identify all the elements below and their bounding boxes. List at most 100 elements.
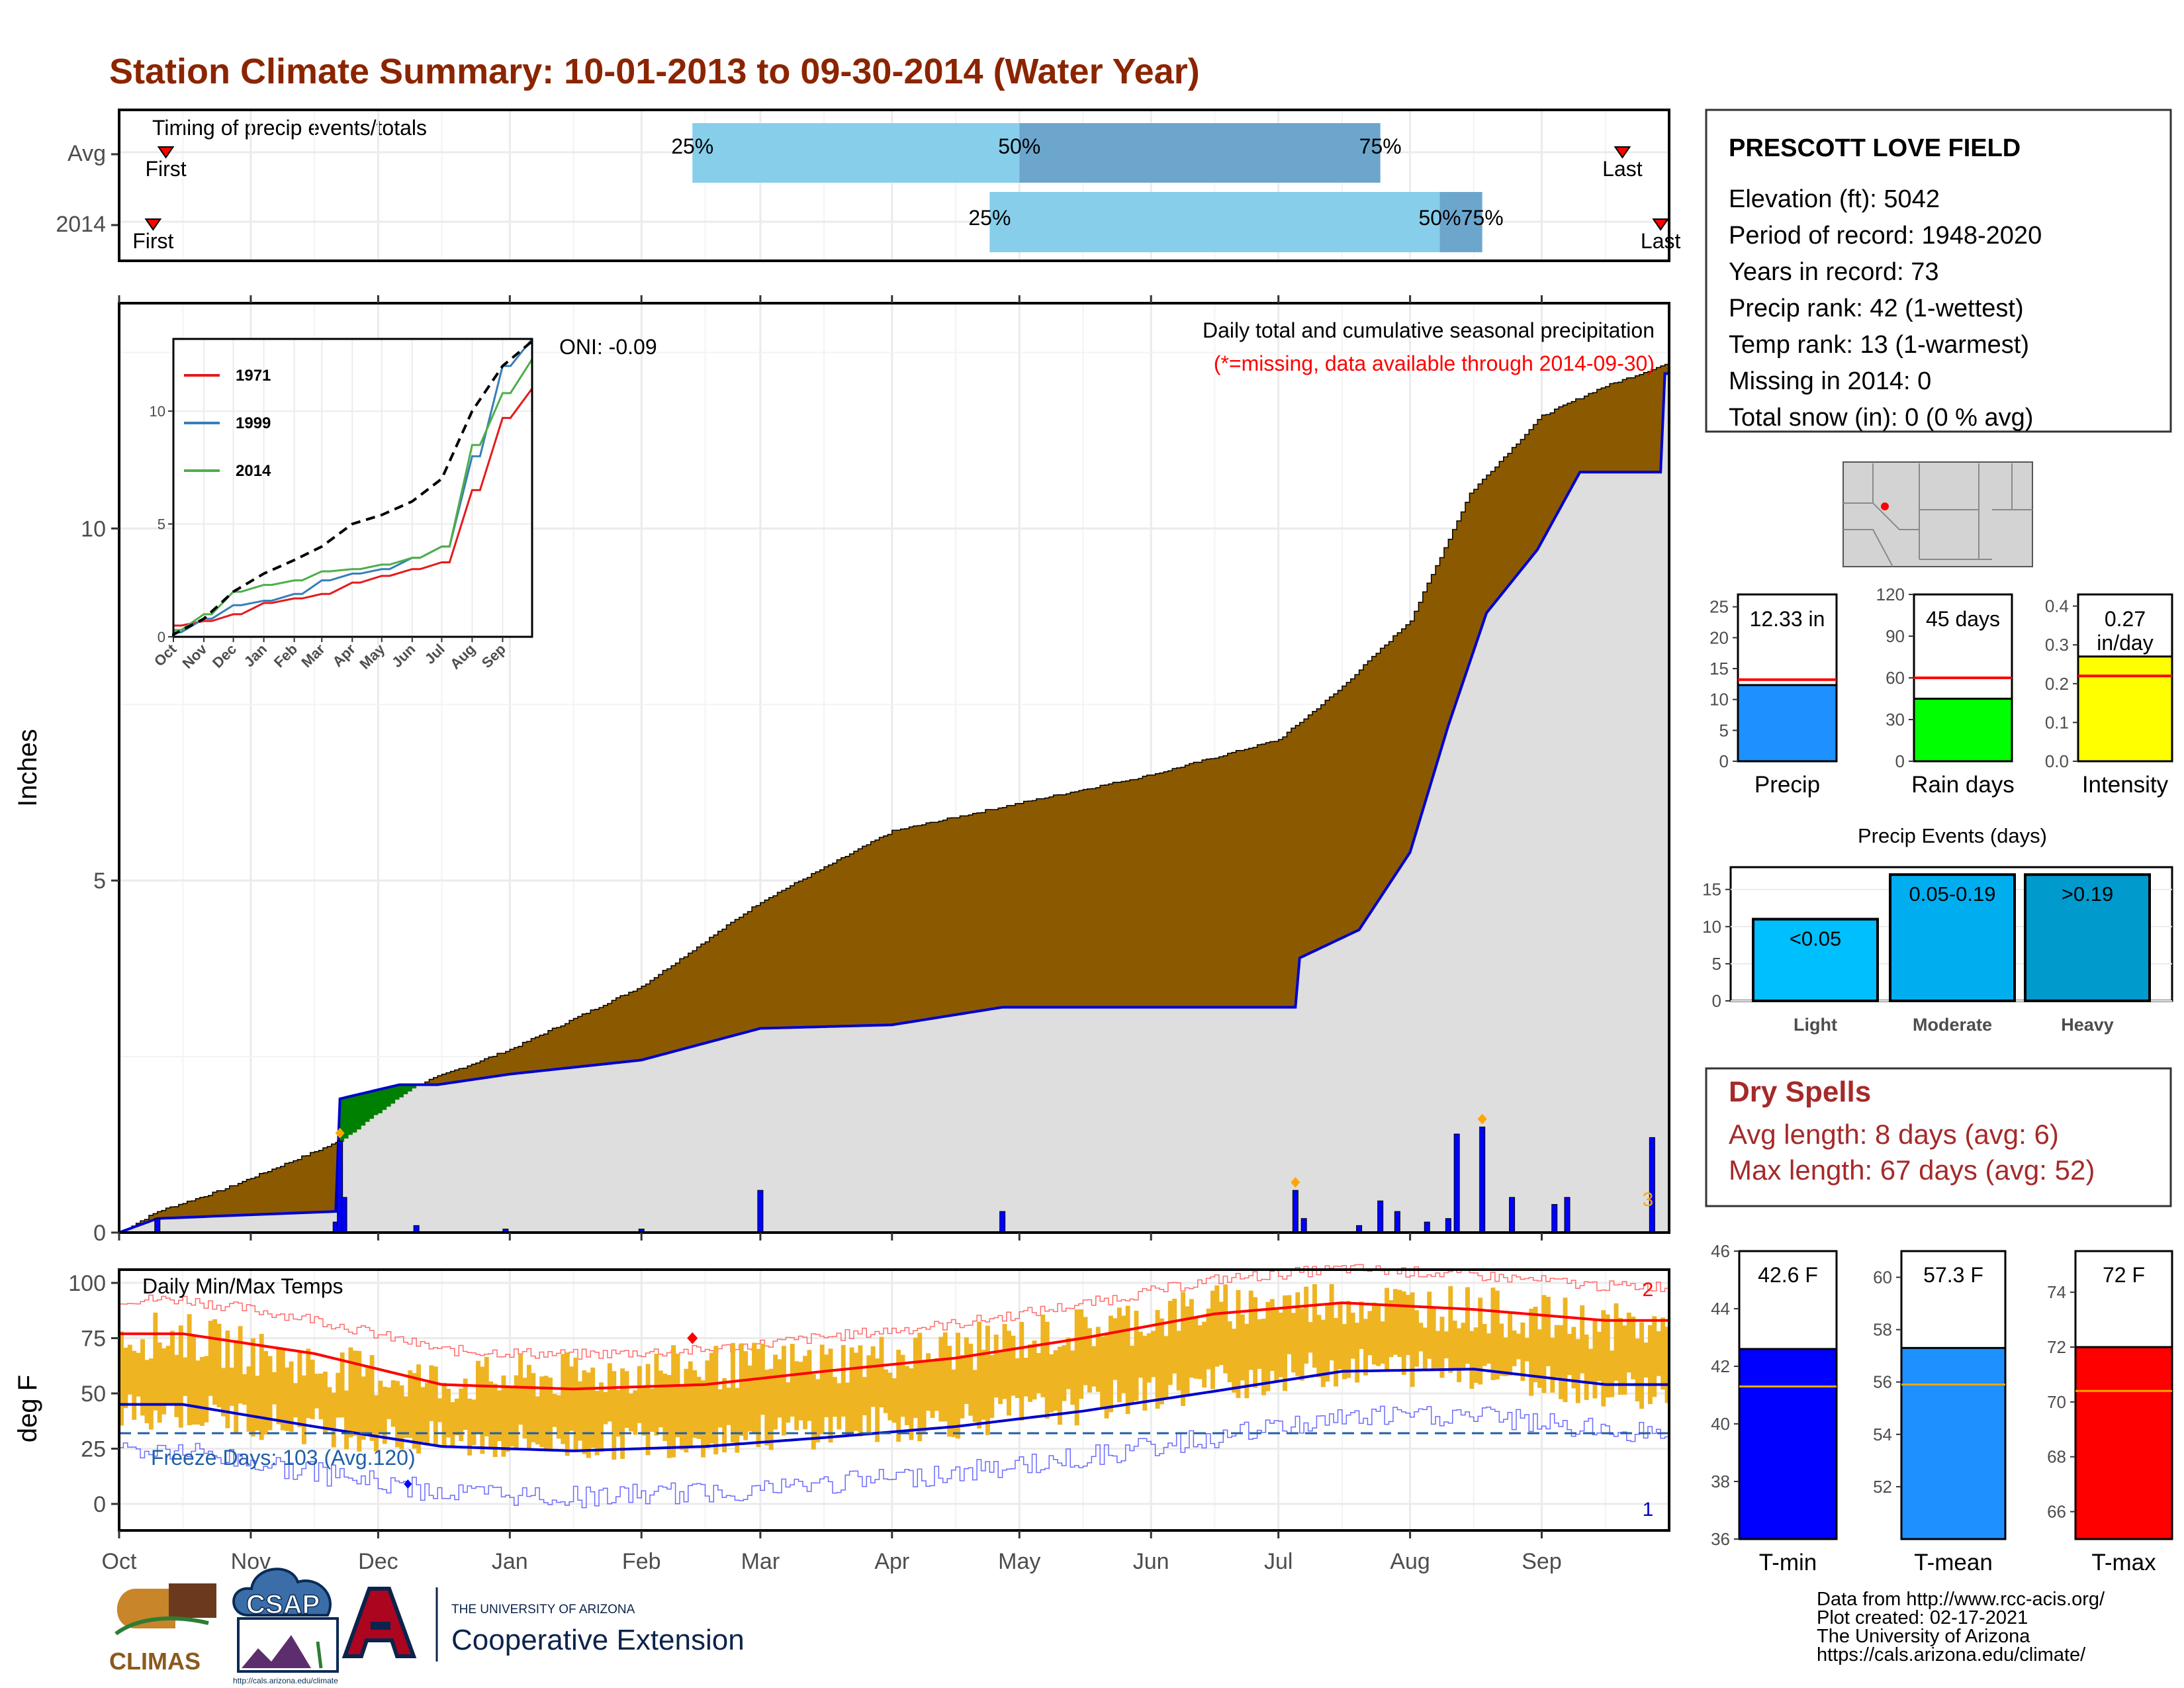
temp-daily-bar [624, 1371, 629, 1429]
temp-daily-bar [488, 1381, 494, 1448]
temp-daily-bar [913, 1337, 918, 1419]
temp-daily-bar [803, 1356, 807, 1430]
temp-daily-bar [675, 1354, 680, 1438]
temp-daily-bar [361, 1376, 366, 1440]
temp-daily-bar [752, 1342, 756, 1434]
temp-daily-bar [870, 1346, 876, 1407]
temp-daily-bar [1019, 1321, 1024, 1421]
temp-daily-bar [1452, 1321, 1457, 1371]
temp-daily-bar [951, 1369, 956, 1438]
temp-daily-bar [1550, 1337, 1555, 1393]
precip-deficit-area [119, 1084, 417, 1233]
temp-daily-bar [845, 1382, 850, 1436]
temp-daily-bar [123, 1347, 128, 1409]
temp-daily-bar [726, 1387, 731, 1425]
events-bar-moderate [1889, 873, 2016, 1002]
station-temp-rank: Temp rank: 13 (1-warmest) [1729, 331, 2029, 359]
temp-daily-bar [446, 1389, 451, 1438]
temp-daily-bar [1652, 1316, 1657, 1397]
temp-daily-bar [306, 1348, 311, 1419]
inset-series-1999 [172, 338, 533, 637]
temp-daily-bar [701, 1380, 705, 1458]
precip-avg-line [118, 372, 1669, 1234]
precip-title: Daily total and cumulative seasonal prec… [1203, 318, 1655, 342]
temp-daily-bar [786, 1382, 791, 1423]
temp-daily-bar [1197, 1325, 1203, 1380]
inset-legend-label: 1999 [236, 414, 271, 432]
temp-daily-bar [1584, 1335, 1589, 1400]
dry-spells-box: Dry Spells Avg length: 8 days (avg: 6) M… [1705, 1067, 2172, 1207]
temp-daily-bar [1601, 1310, 1606, 1407]
precip-daily-bar [1445, 1218, 1451, 1233]
tempbar-ytick-label: 68 [2047, 1447, 2066, 1467]
temp-daily-bar [497, 1390, 502, 1442]
temp-daily-bar [811, 1374, 816, 1450]
minibar-ytick-label: 15 [1709, 659, 1729, 679]
temp-daily-bar [637, 1366, 642, 1423]
precip-daily-bar [999, 1211, 1006, 1233]
temp-daily-bar [1580, 1305, 1585, 1374]
temp-daily-bar [463, 1378, 468, 1430]
temp-daily-bar [501, 1375, 506, 1457]
temp-daily-bar [1626, 1312, 1631, 1373]
temp-daily-bar [650, 1388, 655, 1432]
temp-daily-bar [942, 1332, 948, 1422]
temp-daily-bar [1457, 1328, 1462, 1383]
temp-daily-bar [1015, 1358, 1020, 1398]
temp-daily-bar [1210, 1290, 1215, 1389]
temp-daily-bar [1422, 1327, 1428, 1369]
dry-spells-max: Max length: 67 days (avg: 52) [1729, 1154, 2095, 1186]
temp-daily-bar [819, 1344, 825, 1434]
locator-map [1843, 461, 2033, 567]
precip-extreme-marker [1291, 1177, 1300, 1188]
temp-daily-bar [633, 1390, 638, 1435]
temp-daily-bar [1486, 1333, 1492, 1364]
temp-daily-bar [1503, 1337, 1508, 1376]
month-label: Apr [874, 1549, 909, 1574]
temp-daily-bar [1397, 1289, 1402, 1357]
temp-ytick-label: 100 [68, 1271, 106, 1296]
month-label: Aug [1390, 1549, 1430, 1574]
temp-daily-bar [837, 1383, 842, 1430]
temp-daily-bar [1312, 1284, 1317, 1368]
temp-daily-bar [352, 1350, 357, 1436]
temp-daily-bar [926, 1353, 931, 1411]
temp-daily-bar [1529, 1309, 1534, 1396]
temp-daily-bar [1240, 1314, 1245, 1381]
temp-daily-bar [1435, 1331, 1441, 1369]
timing-last-label: Last [1602, 157, 1643, 181]
temp-daily-bar [900, 1354, 905, 1417]
station-elevation: Elevation (ft): 5042 [1729, 185, 1940, 213]
temp-daily-bar [408, 1370, 413, 1438]
temp-daily-bar [365, 1365, 371, 1432]
temp-daily-bar [1443, 1331, 1449, 1358]
temp-daily-bar [883, 1369, 888, 1413]
temp-daily-bar [1236, 1289, 1241, 1398]
events-bar-light [1752, 917, 1879, 1002]
temp-daily-bar [1350, 1313, 1355, 1359]
temp-daily-bar [854, 1352, 858, 1431]
temp-daily-bar [522, 1378, 527, 1439]
temp-daily-bar [658, 1370, 663, 1428]
station-precip-rank: Precip rank: 42 (1-wettest) [1729, 295, 2024, 322]
temp-daily-bar [985, 1325, 990, 1435]
temp-daily-bar [1647, 1325, 1653, 1405]
temp-daily-bar [526, 1364, 531, 1450]
temp-daily-bar [1635, 1338, 1640, 1402]
temp-daily-bar [543, 1376, 549, 1452]
temp-daily-bar [934, 1358, 939, 1411]
precip-extreme-marker [335, 1127, 345, 1139]
temp-daily-bar [1134, 1311, 1139, 1401]
temp-daily-bar [1448, 1286, 1453, 1373]
temp-daily-bar [539, 1376, 545, 1448]
temp-daily-bar [1028, 1344, 1033, 1402]
events-ytick-label: 5 [1712, 954, 1721, 974]
temp-daily-bar [484, 1356, 489, 1436]
precip-daily-bar [154, 1218, 161, 1233]
temp-daily-bar [1091, 1346, 1097, 1387]
temp-daily-bar [1329, 1284, 1334, 1361]
temp-daily-bar [344, 1390, 349, 1450]
station-info-box: PRESCOTT LOVE FIELD Elevation (ft): 5042… [1705, 109, 2172, 433]
temp-daily-bar [841, 1344, 846, 1417]
temp-daily-bar [917, 1333, 923, 1442]
